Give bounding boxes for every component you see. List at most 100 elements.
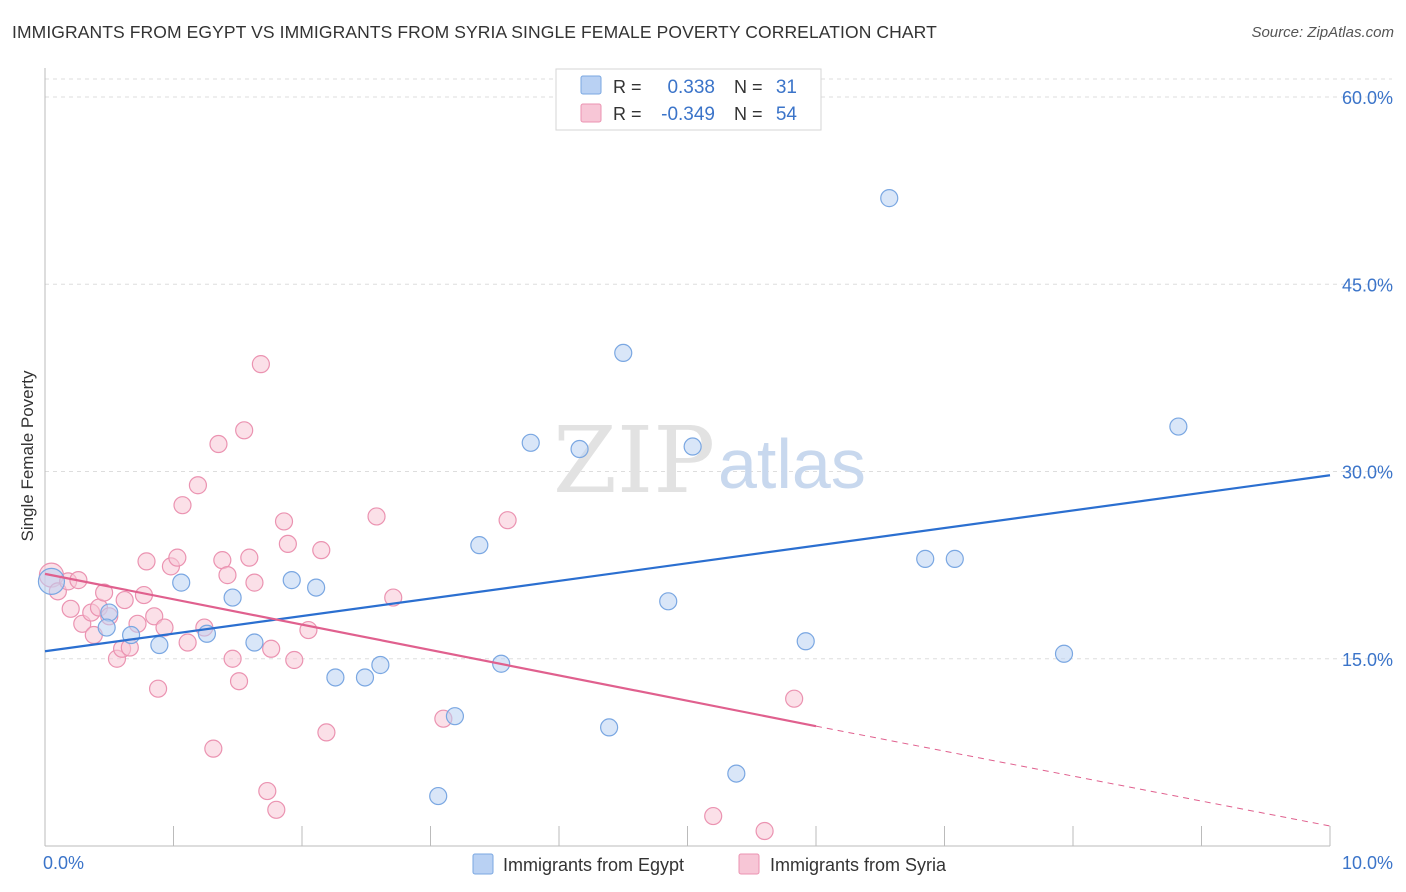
egypt-point (429, 786, 448, 806)
trend-lines (44, 474, 1331, 827)
x-tick-label: 10.0% (1342, 853, 1393, 873)
egypt-point (172, 573, 191, 592)
y-tick-label: 60.0% (1342, 88, 1393, 108)
syria-point (384, 588, 403, 607)
egypt-point (150, 635, 169, 655)
syria-point (317, 723, 336, 742)
x-tick-labels: 0.0% 10.0% (43, 853, 1393, 873)
syria-point (240, 548, 259, 567)
syria-point (204, 739, 223, 758)
syria-point (223, 649, 242, 668)
syria-n-label: N = (734, 104, 763, 124)
egypt-point (355, 668, 375, 687)
syria-point (148, 679, 168, 698)
syria-points (38, 355, 804, 841)
syria-point (262, 639, 281, 658)
syria-point (173, 496, 192, 515)
syria-point (278, 534, 297, 554)
syria-point (95, 583, 114, 602)
egypt-n-label: N = (734, 77, 763, 97)
egypt-r-label: R = (613, 77, 642, 97)
stats-legend: R = 0.338 N = 31 R = -0.349 N = 54 (555, 68, 822, 131)
egypt-point (1054, 644, 1074, 663)
egypt-point (880, 189, 899, 208)
series-legend: Immigrants from Egypt Immigrants from Sy… (472, 853, 947, 875)
syria-n-value: 54 (776, 104, 798, 125)
syria-point (312, 541, 331, 560)
syria-point (245, 573, 264, 592)
syria-point (498, 511, 517, 530)
watermark-zip: ZIP (553, 407, 715, 514)
legend-egypt-label: Immigrants from Egypt (503, 855, 684, 875)
egypt-point (916, 549, 935, 568)
syria-point (285, 650, 304, 670)
syria-point (785, 689, 804, 708)
egypt-point (727, 764, 746, 783)
egypt-point (945, 549, 964, 568)
syria-point (188, 476, 208, 495)
egypt-point (683, 437, 702, 456)
syria-swatch (580, 103, 602, 123)
syria-point (267, 800, 286, 819)
egypt-trend-line (44, 474, 1331, 653)
y-tick-label: 15.0% (1342, 650, 1393, 670)
egypt-point (37, 567, 66, 595)
legend-egypt-swatch (472, 853, 494, 875)
syria-point (235, 421, 254, 440)
syria-trend-line (44, 572, 817, 728)
egypt-point (326, 668, 345, 687)
syria-point (209, 434, 228, 454)
y-axis-label: Single Female Poverty (18, 370, 37, 542)
syria-point (178, 633, 197, 652)
egypt-point (470, 536, 489, 555)
egypt-n-value: 31 (776, 77, 797, 98)
egypt-point (659, 592, 678, 611)
syria-point (258, 781, 277, 801)
egypt-point (371, 655, 390, 675)
egypt-point (796, 632, 815, 651)
syria-point (155, 618, 174, 637)
legend-syria-swatch (738, 853, 760, 875)
egypt-point (1169, 417, 1188, 436)
syria-point (115, 590, 134, 610)
egypt-point (282, 571, 301, 590)
watermark: ZIP atlas (553, 407, 866, 514)
syria-point (704, 806, 723, 826)
egypt-point (521, 433, 540, 452)
watermark-atlas: atlas (718, 425, 866, 503)
syria-point (755, 821, 774, 841)
legend-syria-label: Immigrants from Syria (770, 855, 947, 875)
egypt-point (600, 718, 619, 737)
syria-r-value: -0.349 (661, 104, 715, 125)
egypt-r-value: 0.338 (667, 77, 715, 98)
egypt-swatch (580, 75, 602, 95)
egypt-point (223, 588, 242, 607)
egypt-point (245, 633, 264, 652)
x-tick-label: 0.0% (43, 853, 84, 873)
gridlines (45, 78, 1392, 660)
egypt-point (614, 343, 633, 363)
source-label: Source: ZipAtlas.com (1251, 24, 1394, 41)
syria-point (218, 566, 237, 585)
syria-r-label: R = (613, 104, 642, 124)
egypt-point (100, 603, 119, 622)
axes (44, 68, 1331, 847)
syria-point (168, 548, 187, 567)
chart-title: IMMIGRANTS FROM EGYPT VS IMMIGRANTS FROM… (12, 22, 937, 42)
syria-point (137, 552, 156, 571)
egypt-point (570, 439, 589, 459)
egypt-point (307, 578, 326, 597)
syria-point (367, 507, 386, 526)
egypt-point (97, 618, 116, 637)
y-tick-labels: 15.0% 30.0% 45.0% 60.0% (1342, 88, 1393, 670)
syria-trend-extension (815, 725, 1331, 827)
syria-point (251, 355, 270, 374)
egypt-point (445, 707, 465, 726)
syria-point (145, 607, 164, 626)
syria-point (274, 512, 294, 531)
syria-point (61, 599, 80, 618)
syria-point (229, 672, 249, 691)
egypt-points (37, 189, 1188, 806)
y-tick-label: 30.0% (1342, 463, 1393, 483)
